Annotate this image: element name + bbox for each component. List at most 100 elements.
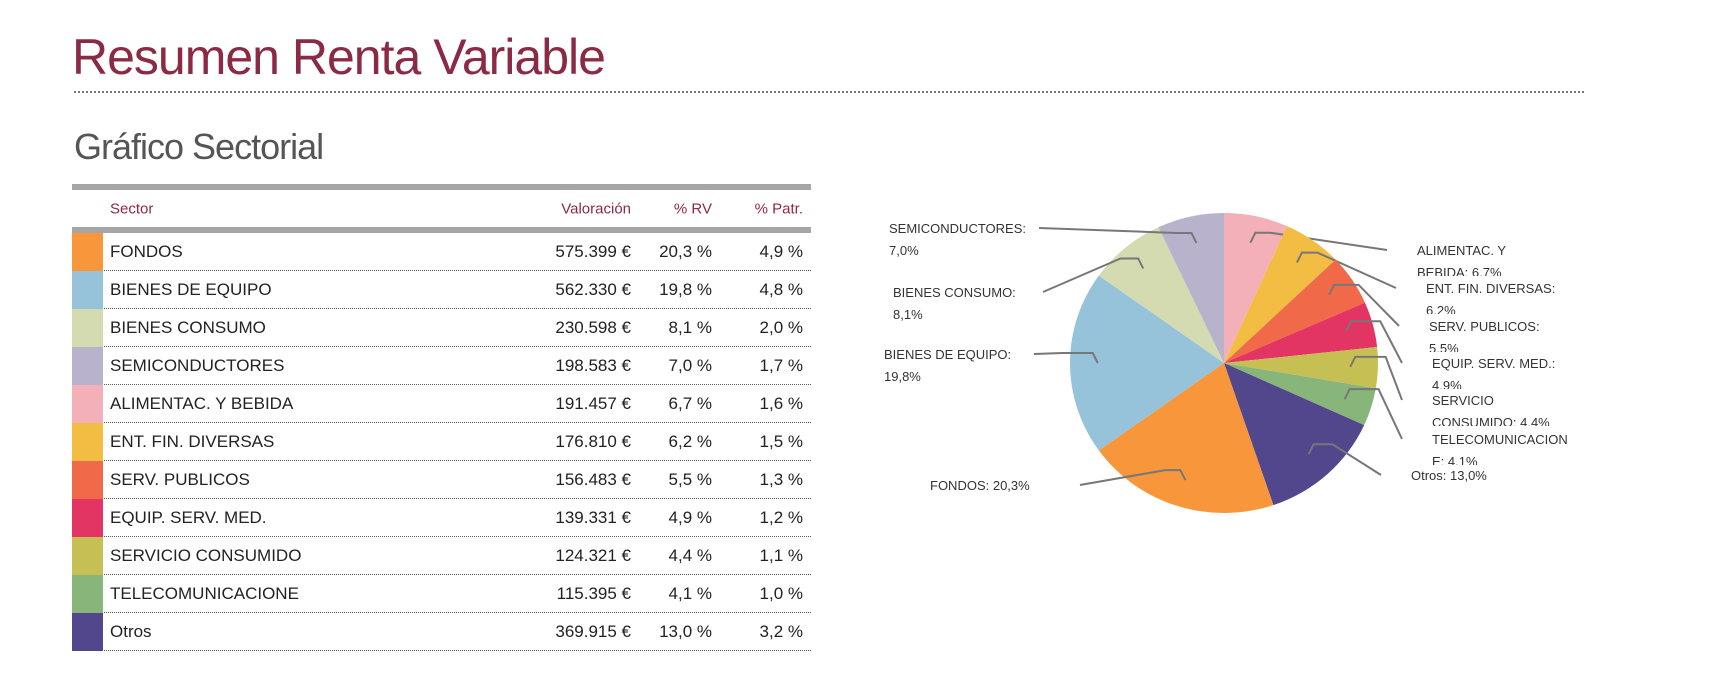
table-body: FONDOS 575.399 € 20,3 % 4,9 % BIENES DE EQUI…: [72, 233, 811, 651]
cell-valoracion: 176.810 €: [555, 431, 631, 451]
cell-sector: Otros: [110, 621, 152, 641]
cell-sector: EQUIP. SERV. MED.: [110, 507, 267, 527]
table-header-bar: [72, 227, 811, 233]
table-row: Otros 369.915 € 13,0 % 3,2 %: [72, 613, 811, 651]
cell-patr: 4,9 %: [759, 241, 803, 261]
cell-valoracion: 575.399 €: [555, 241, 631, 261]
pie-label: BIENES CONSUMO: 8,1%: [893, 282, 1016, 326]
cell-rv: 6,7 %: [668, 393, 712, 413]
pie-slice: [1224, 259, 1365, 363]
cell-valoracion: 198.583 €: [555, 355, 631, 375]
pie-label: Otros: 13,0%: [1411, 465, 1487, 487]
pie-leader-line: [1343, 388, 1403, 440]
title-divider: [74, 91, 1584, 93]
header-rv: % RV: [673, 200, 712, 217]
pie-label-line: SEMICONDUCTORES:: [889, 221, 1026, 236]
cell-sector: BIENES DE EQUIPO: [110, 279, 272, 299]
sector-color-swatch: [72, 309, 103, 347]
pie-label-line: 7,0%: [889, 243, 919, 258]
pie-label-line: BIENES CONSUMO:: [893, 285, 1016, 300]
pie-label-line: CONSUMIDO: 4,4%: [1432, 415, 1550, 426]
pie-leader-line: [1038, 227, 1198, 244]
pie-label-line: 19,8%: [884, 369, 921, 384]
pie-leader-line: [1307, 443, 1382, 476]
pie-slice: [1224, 347, 1378, 389]
cell-sector: SEMICONDUCTORES: [110, 355, 285, 375]
pie-label-line: Otros: 13,0%: [1411, 468, 1487, 483]
pie-label-line: BEBIDA: 6,7%: [1417, 265, 1502, 276]
pie-label-line: SERV. PUBLICOS:: [1429, 319, 1540, 334]
table-top-bar: [72, 184, 811, 190]
header-sector: Sector: [110, 200, 154, 217]
pie-slice: [1224, 363, 1365, 506]
cell-rv: 4,4 %: [668, 545, 712, 565]
sector-color-swatch: [72, 233, 103, 271]
table-row: SEMICONDUCTORES 198.583 € 7,0 % 1,7 %: [72, 347, 811, 385]
cell-patr: 4,8 %: [759, 279, 803, 299]
sector-color-swatch: [72, 347, 103, 385]
pie-leader-line: [1033, 352, 1099, 364]
table-row: FONDOS 575.399 € 20,3 % 4,9 %: [72, 233, 811, 271]
table-row: SERVICIO CONSUMIDO 124.321 € 4,4 % 1,1 %: [72, 537, 811, 575]
sector-color-swatch: [72, 575, 103, 613]
cell-rv: 19,8 %: [659, 279, 712, 299]
pie-slice: [1224, 226, 1336, 363]
pie-label: TELECOMUNICACION E: 4,1%: [1432, 429, 1592, 465]
pie-slice: [1098, 363, 1274, 513]
pie-leader-line: [1249, 231, 1388, 251]
sector-color-swatch: [72, 423, 103, 461]
pie-label-line: SERVICIO: [1432, 393, 1494, 408]
cell-rv: 8,1 %: [668, 317, 712, 337]
cell-valoracion: 124.321 €: [555, 545, 631, 565]
pie-leader-line: [1296, 251, 1397, 289]
pie-slice: [1224, 363, 1376, 426]
pie-label: EQUIP. SERV. MED.: 4,9%: [1432, 353, 1592, 389]
pie-label-line: ENT. FIN. DIVERSAS:: [1426, 281, 1556, 296]
pie-label-line: E: 4,1%: [1432, 454, 1478, 465]
cell-rv: 7,0 %: [668, 355, 712, 375]
sector-color-swatch: [72, 385, 103, 423]
cell-patr: 1,5 %: [759, 431, 803, 451]
sector-color-swatch: [72, 461, 103, 499]
pie-label-line: 5,5%: [1429, 341, 1459, 352]
section-subtitle: Gráfico Sectorial: [74, 126, 324, 167]
cell-sector: BIENES CONSUMO: [110, 317, 266, 337]
cell-rv: 20,3 %: [659, 241, 712, 261]
cell-valoracion: 115.395 €: [556, 583, 631, 603]
cell-patr: 1,3 %: [759, 469, 803, 489]
pie-label-line: 6,2%: [1426, 303, 1456, 314]
pie-slice: [1158, 213, 1224, 363]
pie-label: SERV. PUBLICOS: 5,5%: [1429, 316, 1589, 352]
cell-sector: TELECOMUNICACIONE: [110, 583, 299, 603]
pie-slice: [1224, 302, 1378, 363]
pie-slice: [1070, 275, 1224, 451]
pie-leader-line: [1345, 320, 1403, 364]
pie-label-line: 8,1%: [893, 307, 923, 322]
cell-rv: 5,5 %: [668, 469, 712, 489]
cell-rv: 13,0 %: [659, 621, 712, 641]
cell-sector: ALIMENTAC. Y BEBIDA: [110, 393, 294, 413]
cell-rv: 4,1 %: [668, 583, 712, 603]
sector-color-swatch: [72, 499, 103, 537]
header-valoracion: Valoración: [561, 200, 631, 217]
table-header: Sector Valoración % RV % Patr.: [72, 190, 811, 227]
cell-patr: 1,2 %: [759, 507, 803, 527]
pie-slice: [1224, 213, 1287, 363]
cell-valoracion: 156.483 €: [555, 469, 631, 489]
cell-valoracion: 369.915 €: [555, 621, 631, 641]
table-row: EQUIP. SERV. MED. 139.331 € 4,9 % 1,2 %: [72, 499, 811, 537]
cell-rv: 4,9 %: [668, 507, 712, 527]
cell-patr: 3,2 %: [759, 621, 803, 641]
pie-label: SEMICONDUCTORES: 7,0%: [889, 218, 1026, 262]
pie-label: BIENES DE EQUIPO: 19,8%: [884, 344, 1011, 388]
sector-table: Sector Valoración % RV % Patr. FONDOS 575…: [72, 184, 811, 651]
table-row: SERV. PUBLICOS 156.483 € 5,5 % 1,3 %: [72, 461, 811, 499]
sector-color-swatch: [72, 537, 103, 575]
cell-patr: 1,0 %: [759, 583, 803, 603]
cell-patr: 1,7 %: [759, 355, 803, 375]
cell-valoracion: 230.598 €: [555, 317, 631, 337]
cell-valoracion: 562.330 €: [555, 279, 631, 299]
cell-sector: ENT. FIN. DIVERSAS: [110, 431, 275, 451]
cell-sector: SERV. PUBLICOS: [110, 469, 250, 489]
